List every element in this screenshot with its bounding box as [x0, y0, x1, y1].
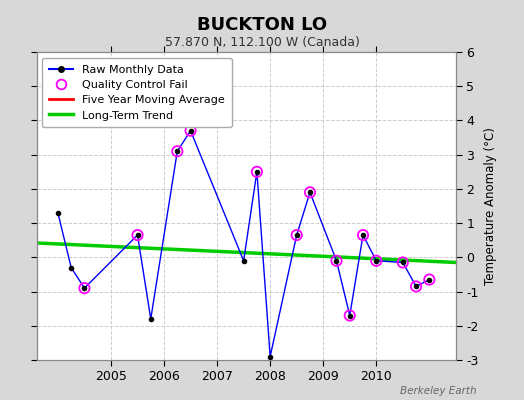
Text: Berkeley Earth: Berkeley Earth — [400, 386, 477, 396]
Point — [332, 258, 341, 264]
Y-axis label: Temperature Anomaly (°C): Temperature Anomaly (°C) — [484, 127, 497, 285]
Text: 57.870 N, 112.100 W (Canada): 57.870 N, 112.100 W (Canada) — [165, 36, 359, 49]
Point — [173, 148, 181, 154]
Point — [80, 285, 89, 291]
Text: BUCKTON LO: BUCKTON LO — [197, 16, 327, 34]
Point — [345, 312, 354, 319]
Point — [187, 128, 195, 134]
Point — [372, 258, 380, 264]
Point — [133, 232, 141, 238]
Legend: Raw Monthly Data, Quality Control Fail, Five Year Moving Average, Long-Term Tren: Raw Monthly Data, Quality Control Fail, … — [42, 58, 232, 127]
Point — [292, 232, 301, 238]
Point — [253, 168, 261, 175]
Point — [425, 276, 433, 283]
Point — [306, 189, 314, 196]
Point — [399, 259, 407, 266]
Point — [412, 283, 420, 290]
Point — [359, 232, 367, 238]
